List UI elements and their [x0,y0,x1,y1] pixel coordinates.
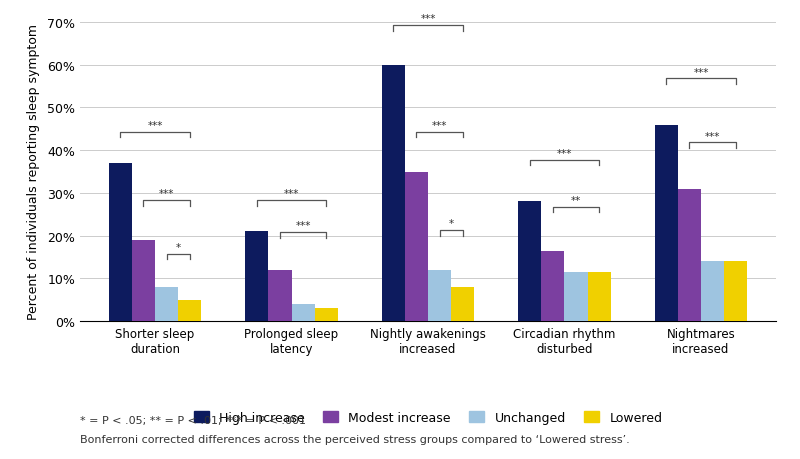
Text: ***: *** [284,189,299,199]
Text: ***: *** [159,189,174,199]
Text: ***: *** [705,131,720,141]
Bar [428,270,451,321]
Bar [178,300,202,321]
Bar [405,172,428,321]
Bar [678,189,701,321]
Bar [314,308,338,321]
Text: ***: *** [147,121,162,131]
Bar [132,241,155,321]
Text: *: * [449,219,454,229]
Text: ***: *** [295,221,311,231]
Bar [451,287,474,321]
Bar [565,272,588,321]
Text: ***: *** [557,149,572,158]
Text: * = P < .05; ** = P < .01; *** = P < .001: * = P < .05; ** = P < .01; *** = P < .00… [80,415,306,425]
Text: **: ** [571,196,581,205]
Text: Bonferroni corrected differences across the perceived stress groups compared to : Bonferroni corrected differences across … [80,434,630,444]
Text: ***: *** [694,67,709,78]
Bar [518,202,542,321]
Bar [724,262,747,321]
Bar [291,304,314,321]
Text: ***: *** [432,121,447,131]
Text: *: * [176,242,181,252]
Y-axis label: Percent of individuals reporting sleep symptom: Percent of individuals reporting sleep s… [27,24,40,320]
Bar [654,125,678,321]
Text: ***: *** [420,14,436,24]
Bar [109,163,132,321]
Bar [542,251,565,321]
Bar [588,272,611,321]
Legend: High increase, Modest increase, Unchanged, Lowered: High increase, Modest increase, Unchange… [194,411,662,424]
Bar [268,270,291,321]
Bar [701,262,724,321]
Bar [245,232,268,321]
Bar [155,287,178,321]
Bar [382,66,405,321]
